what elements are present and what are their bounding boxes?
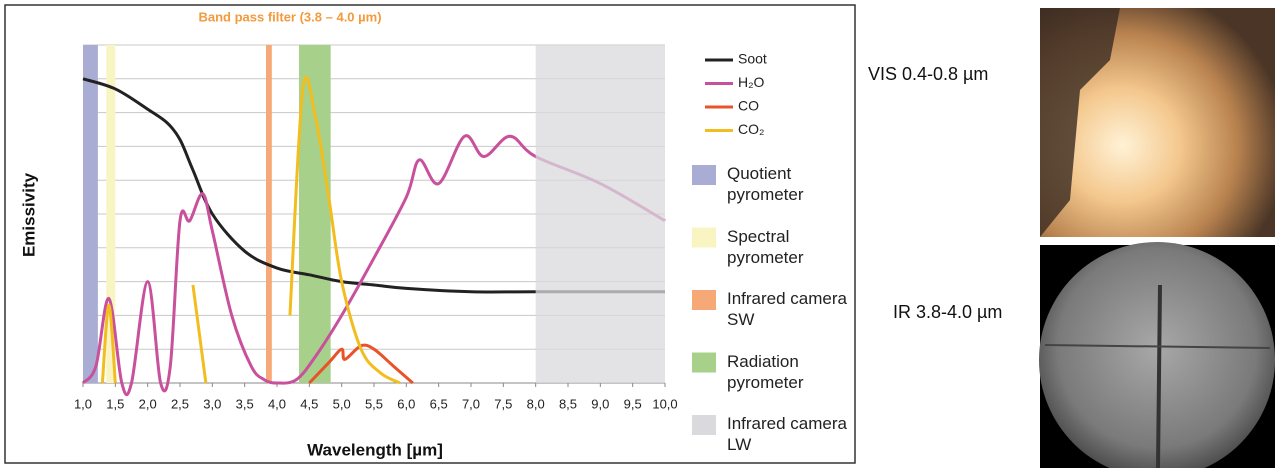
series-line [308,343,414,385]
legend-swatch [692,165,716,185]
legend-swatch [692,227,716,248]
legend-swatch [692,352,716,373]
legend-label: Infrared camera LW [727,414,847,454]
x-tick-label: 3,5 [236,396,254,411]
x-tick-label: 1,5 [106,396,124,411]
x-tick-label: 2,5 [171,396,189,411]
legend-label: Infrared camera SW [727,289,847,329]
x-tick-label: 8,5 [559,396,577,411]
photo-shadow [1040,8,1120,237]
ir-photo-feature [1044,344,1271,349]
legend-swatch [692,415,716,435]
legend-label: Quotient pyrometer [727,164,804,204]
x-tick-label: 8,0 [527,396,545,411]
x-tick-label: 3,0 [203,396,221,411]
spectral-band [83,45,98,383]
spectral-band [266,45,272,383]
legend-label: Radiation pyrometer [727,351,804,392]
x-tick-label: 1,0 [74,396,92,411]
x-tick-label: 5,0 [333,396,351,411]
image-label: IR 3.8-4.0 µm [893,302,1003,322]
y-axis-label: Emissivity [19,172,38,257]
x-tick-label: 7,0 [462,396,480,411]
legend-label: CO [738,98,759,114]
legend-swatch [692,290,716,310]
x-tick-label: 6,0 [397,396,415,411]
image-label: VIS 0.4-0.8 µm [868,64,989,84]
legend-label: Spectral pyrometer [727,226,804,267]
spectral-band [535,45,665,383]
x-axis-label: Wavelength [µm] [307,440,443,459]
spectral-band [298,45,331,383]
x-tick-label: 5,5 [365,396,383,411]
ir-photo-feature [1156,284,1162,468]
series-line [81,134,666,397]
chart-title: Band pass filter (3.8 – 4.0 µm) [198,9,381,24]
x-tick-label: 9,5 [624,396,642,411]
legend-label: CO₂ [738,121,764,137]
x-tick-label: 7,5 [494,396,512,411]
x-tick-label: 9,0 [591,396,609,411]
legend-label: H₂O [738,74,765,90]
x-tick-label: 4,0 [268,396,286,411]
spectral-band [106,45,116,383]
series-line [82,77,665,294]
series-line [100,76,401,385]
x-tick-label: 2,0 [139,396,157,411]
x-tick-label: 4,5 [300,396,318,411]
legend-label: Soot [738,51,767,67]
x-tick-label: 10,0 [652,396,677,411]
ir-photo [1039,242,1275,468]
x-tick-label: 6,5 [430,396,448,411]
